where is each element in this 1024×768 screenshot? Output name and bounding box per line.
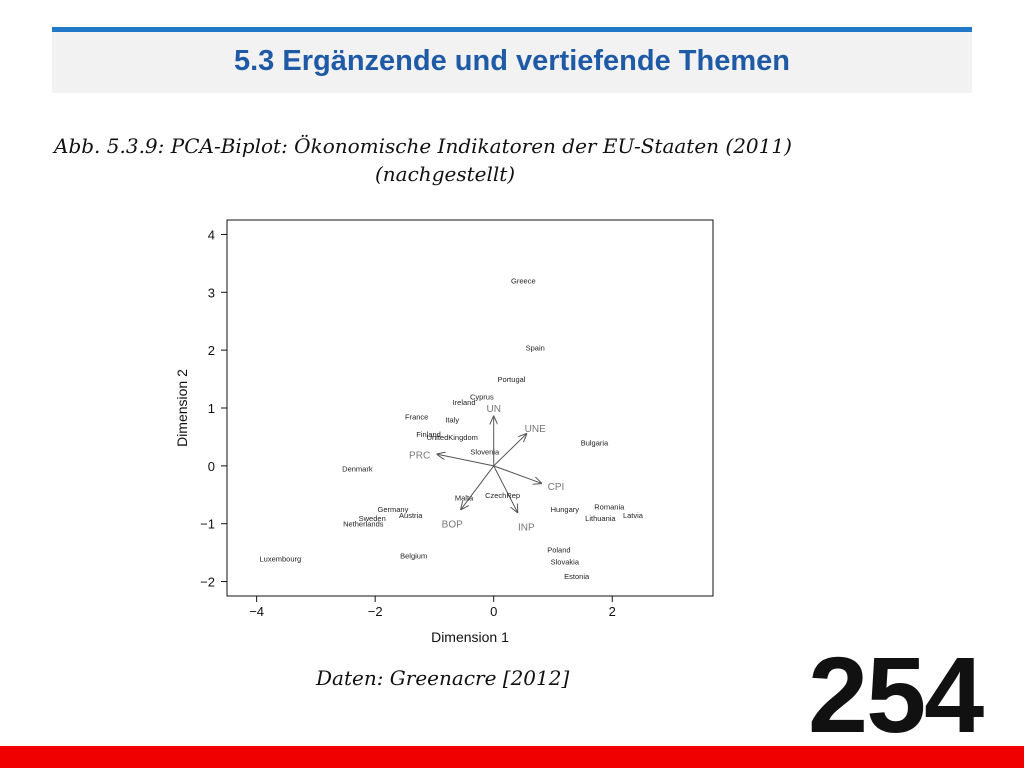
country-label: Belgium [400, 552, 427, 561]
loading-arrow [461, 465, 495, 509]
slide-title: 5.3 Ergänzende und vertiefende Themen [234, 45, 790, 77]
country-label: Ireland [453, 398, 476, 407]
data-source: Daten: Greenacre [2012] [316, 666, 570, 690]
y-tick-label: 3 [208, 285, 215, 300]
country-label: Spain [526, 343, 545, 352]
country-label: Latvia [623, 511, 644, 520]
country-label: Cyprus [470, 392, 494, 401]
y-axis-label: Dimension 2 [174, 369, 190, 447]
country-label: Sweden [359, 514, 386, 523]
loading-label: UN [486, 404, 500, 415]
x-tick-label: −2 [368, 604, 383, 619]
country-label: Bulgaria [581, 439, 609, 448]
header-bar: 5.3 Ergänzende und vertiefende Themen [52, 27, 972, 93]
x-tick-label: −4 [249, 604, 264, 619]
loading-label: CPI [548, 482, 565, 493]
y-tick-label: 2 [208, 343, 215, 358]
loading-arrow [493, 465, 518, 512]
country-label: Poland [547, 546, 570, 555]
page-number: 254 [808, 634, 984, 755]
country-label: Luxembourg [259, 554, 301, 563]
country-label: Germany [378, 505, 409, 514]
y-tick-label: −2 [200, 575, 215, 590]
country-label: Netherlands [343, 520, 384, 529]
country-label: Lithuania [585, 514, 616, 523]
country-label: Malta [455, 494, 474, 503]
country-label: CzechRep [485, 491, 520, 500]
plot-frame [226, 219, 714, 597]
country-label: Finland [416, 430, 441, 439]
loading-arrow [437, 454, 494, 467]
y-tick-label: 4 [208, 227, 215, 242]
loading-arrow [493, 434, 527, 467]
country-label: Slovenia [470, 447, 500, 456]
loading-arrow [493, 465, 541, 483]
country-label: Greece [511, 277, 536, 286]
country-label: Austria [399, 511, 423, 520]
y-tick-label: −1 [200, 517, 215, 532]
country-label: France [405, 413, 428, 422]
footer-bar [0, 746, 1024, 768]
loading-label: PRC [409, 450, 430, 461]
x-axis-label: Dimension 1 [431, 629, 509, 645]
country-label: Portugal [498, 375, 526, 384]
country-label: Slovakia [551, 557, 580, 566]
country-label: Denmark [342, 465, 373, 474]
pca-biplot: −4 −2 0 2 −2 −1 0 1 2 3 4 Dimension 1 Dimension 2 UN U… [174, 219, 714, 645]
country-label: Romania [594, 502, 625, 511]
figure-caption: Abb. 5.3.9: PCA-Biplot: Ökonomische Indi… [54, 134, 792, 158]
loading-label: INP [518, 523, 535, 534]
x-tick-label: 2 [609, 604, 616, 619]
country-label: UnitedKingdom [427, 433, 478, 442]
country-label: Hungary [551, 505, 580, 514]
country-label: Italy [445, 416, 459, 425]
x-tick-label: 0 [490, 604, 497, 619]
figure-caption-note: (nachgestellt) [375, 162, 516, 186]
loading-label: UNE [525, 424, 546, 435]
country-label: Estonia [564, 572, 590, 581]
y-tick-label: 0 [208, 459, 215, 474]
y-tick-label: 1 [208, 401, 215, 416]
loading-label: BOP [442, 520, 463, 531]
